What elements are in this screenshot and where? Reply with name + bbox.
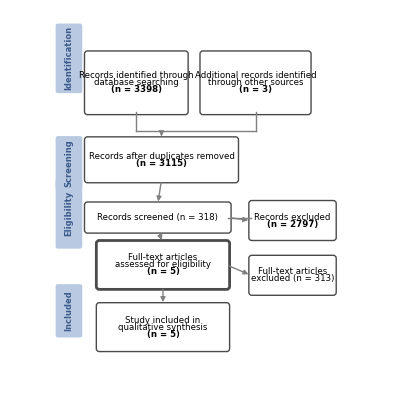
FancyBboxPatch shape: [96, 240, 230, 289]
FancyBboxPatch shape: [84, 137, 238, 183]
FancyBboxPatch shape: [84, 202, 231, 233]
FancyBboxPatch shape: [55, 284, 82, 338]
Text: (n = 3398): (n = 3398): [111, 85, 162, 94]
Text: Full-text articles: Full-text articles: [258, 267, 327, 276]
FancyBboxPatch shape: [55, 179, 82, 249]
Text: excluded (n = 313): excluded (n = 313): [251, 274, 334, 283]
Text: (n = 3): (n = 3): [239, 85, 272, 94]
FancyBboxPatch shape: [200, 51, 311, 115]
Text: (n = 2797): (n = 2797): [267, 220, 318, 228]
Text: database searching: database searching: [94, 78, 179, 87]
FancyBboxPatch shape: [84, 51, 188, 115]
Text: (n = 5): (n = 5): [147, 330, 179, 339]
Text: Eligibility: Eligibility: [65, 191, 73, 236]
FancyBboxPatch shape: [249, 200, 336, 240]
Text: assessed for eligibility: assessed for eligibility: [115, 260, 211, 270]
FancyBboxPatch shape: [55, 24, 82, 93]
FancyBboxPatch shape: [96, 303, 230, 352]
Text: Additional records identified: Additional records identified: [195, 71, 316, 80]
FancyBboxPatch shape: [55, 136, 82, 190]
Text: Records screened (n = 318): Records screened (n = 318): [97, 213, 218, 222]
Text: (n = 3115): (n = 3115): [136, 159, 187, 168]
Text: Records identified through: Records identified through: [79, 71, 194, 80]
Text: Study included in: Study included in: [126, 316, 201, 325]
Text: Full-text articles: Full-text articles: [128, 254, 198, 262]
Text: Screening: Screening: [65, 139, 73, 187]
Text: Records after duplicates removed: Records after duplicates removed: [89, 152, 234, 161]
Text: qualitative synthesis: qualitative synthesis: [118, 323, 208, 332]
Text: (n = 5): (n = 5): [147, 268, 179, 276]
Text: Records excluded: Records excluded: [254, 212, 331, 222]
Text: Identification: Identification: [65, 26, 73, 90]
FancyBboxPatch shape: [249, 255, 336, 295]
Text: through other sources: through other sources: [208, 78, 303, 87]
Text: Included: Included: [65, 290, 73, 331]
